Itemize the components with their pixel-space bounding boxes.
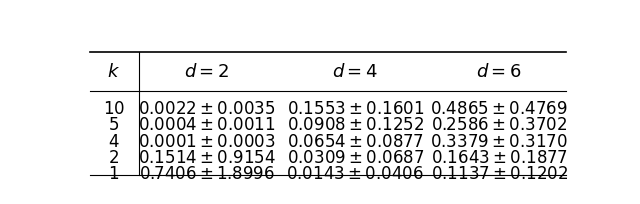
Text: $0.0309 \pm 0.0687$: $0.0309 \pm 0.0687$ [287,150,424,166]
Text: $0.0908 \pm 0.1252$: $0.0908 \pm 0.1252$ [287,116,424,133]
Text: $0.1643 \pm 0.1877$: $0.1643 \pm 0.1877$ [431,150,568,166]
Text: $1$: $1$ [108,166,119,183]
Text: $0.1553 \pm 0.1601$: $0.1553 \pm 0.1601$ [287,100,424,117]
Text: $0.1137 \pm 0.1202$: $0.1137 \pm 0.1202$ [431,166,568,183]
Text: $0.2586 \pm 0.3702$: $0.2586 \pm 0.3702$ [431,116,567,133]
Text: $d = 4$: $d = 4$ [332,63,378,81]
Text: $5$: $5$ [108,116,119,133]
Text: $4$: $4$ [108,133,120,150]
Text: $0.7406 \pm 1.8996$: $0.7406 \pm 1.8996$ [138,166,275,183]
Text: $d = 2$: $d = 2$ [184,63,229,81]
Text: $2$: $2$ [108,150,119,166]
Text: $0.0143 \pm 0.0406$: $0.0143 \pm 0.0406$ [287,166,424,183]
Text: $k$: $k$ [108,63,120,81]
Text: $0.0004 \pm 0.0011$: $0.0004 \pm 0.0011$ [138,116,275,133]
Text: $10$: $10$ [102,100,125,117]
Text: $0.1514 \pm 0.9154$: $0.1514 \pm 0.9154$ [138,150,275,166]
Text: $d = 6$: $d = 6$ [476,63,522,81]
Text: $0.0654 \pm 0.0877$: $0.0654 \pm 0.0877$ [287,133,424,150]
Text: $0.4865 \pm 0.4769$: $0.4865 \pm 0.4769$ [430,100,568,117]
Text: $0.0001 \pm 0.0003$: $0.0001 \pm 0.0003$ [138,133,275,150]
Text: $0.3379 \pm 0.3170$: $0.3379 \pm 0.3170$ [430,133,568,150]
Text: $0.0022 \pm 0.0035$: $0.0022 \pm 0.0035$ [138,100,275,117]
